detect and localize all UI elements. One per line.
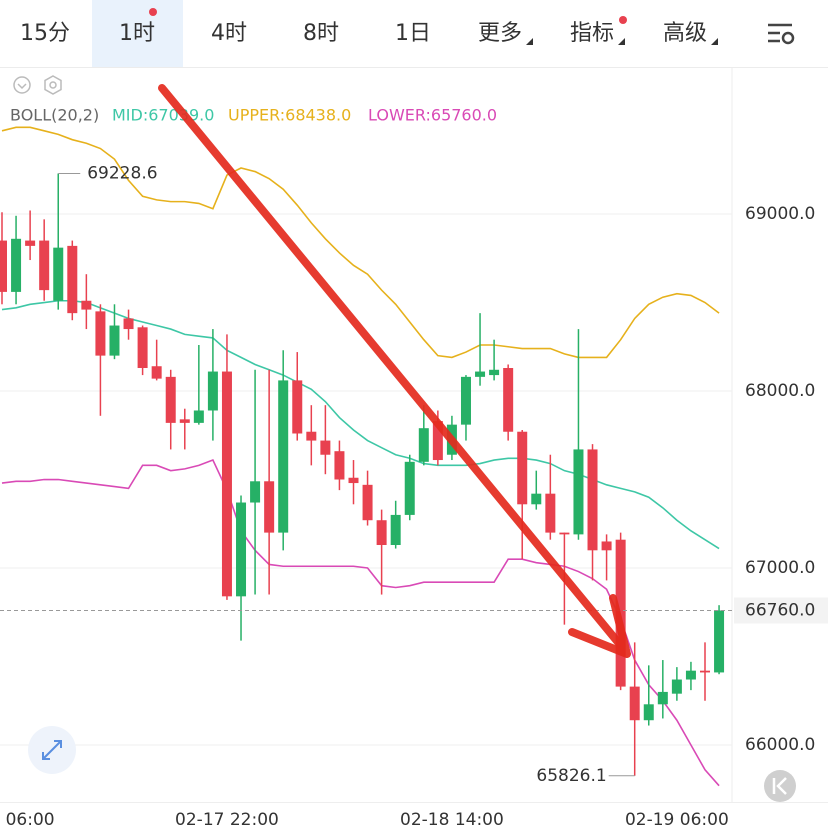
tab[interactable]: 高级: [663, 21, 707, 46]
candle-body: [573, 449, 584, 535]
candle-body: [123, 318, 134, 330]
tab-bar: 15分 1时 4时 8时 1日 更多 指标 高级: [0, 0, 828, 68]
candle-body: [11, 238, 22, 292]
expand-button[interactable]: [28, 726, 76, 774]
candle-body: [657, 691, 668, 705]
candle-body: [264, 481, 275, 533]
candle-body: [390, 514, 401, 546]
candle-body: [67, 245, 78, 314]
candle-body: [559, 532, 570, 535]
candle-body: [418, 428, 429, 462]
candle-body: [643, 704, 654, 721]
dropdown-mark: [711, 38, 718, 45]
candle-body: [320, 440, 331, 455]
candle-body: [165, 376, 176, 423]
tab[interactable]: 更多: [478, 21, 522, 46]
notice-dot: [149, 8, 157, 16]
tab[interactable]: 1日: [395, 21, 431, 46]
candle-body: [236, 502, 247, 597]
candle-body: [531, 493, 542, 505]
y-tick-label: 67000.0: [745, 558, 815, 578]
candle-body: [95, 311, 106, 356]
candle-body: [376, 520, 387, 546]
candle-body: [151, 366, 162, 379]
plot: 66000.0 67000.0 68000.0 69000.0 06:00 02-17 2…: [0, 106, 828, 830]
candle-body: [109, 325, 120, 356]
back-to-latest-button[interactable]: [764, 770, 796, 802]
band-line: [1, 126, 720, 359]
toolbar-icons[interactable]: [13, 75, 62, 95]
legend-entry: MID:67039.0: [112, 106, 214, 125]
candle-body: [334, 451, 345, 480]
last-price-label: 66760.0: [745, 600, 815, 620]
candle-body: [545, 493, 556, 533]
legend-entry: UPPER:68438.0: [228, 106, 351, 125]
candle-body: [137, 327, 148, 369]
candle-body: [503, 368, 514, 432]
tab[interactable]: 8时: [303, 21, 339, 46]
settings-icon[interactable]: [768, 23, 795, 45]
candle-body: [362, 484, 373, 521]
indicator-label: BOLL(20,2): [10, 106, 99, 125]
notice-dot: [619, 16, 627, 24]
candle-body: [292, 380, 303, 434]
candle-body: [671, 679, 682, 694]
candle-body: [432, 421, 443, 461]
last-price-box: [734, 597, 828, 624]
candle-body: [685, 670, 696, 680]
tab-selected-bg: [92, 0, 183, 67]
min-label: 65826.1: [536, 766, 606, 786]
band-line: [1, 459, 720, 787]
candle-body: [81, 300, 92, 310]
candle-body: [53, 247, 64, 301]
candle-body: [629, 686, 640, 721]
candle-body: [714, 610, 725, 673]
candle-body: [207, 371, 218, 411]
candle-body: [25, 240, 36, 246]
x-tick-label: 02-19 06:00: [625, 810, 729, 830]
x-tick-label: 06:00: [6, 810, 55, 830]
legend-entry: LOWER:65760.0: [368, 106, 497, 125]
candle-body: [193, 410, 204, 423]
y-tick-label: 68000.0: [745, 381, 815, 401]
candle-body: [306, 431, 317, 441]
dropdown-mark: [526, 38, 533, 45]
candle-body: [348, 477, 359, 484]
tab[interactable]: 4时: [211, 21, 247, 46]
band-line: [1, 299, 720, 550]
candle-body: [404, 461, 415, 515]
candle-body: [489, 369, 500, 376]
max-label: 69228.6: [87, 164, 157, 184]
x-tick-label: 02-18 14:00: [400, 810, 504, 830]
candle-body: [517, 431, 528, 505]
candle-body: [700, 670, 710, 673]
x-tick-label: 02-17 22:00: [175, 810, 279, 830]
y-tick-label: 66000.0: [745, 735, 815, 755]
candle-body: [601, 541, 612, 551]
y-tick-label: 69000.0: [745, 204, 815, 224]
candle-body: [587, 449, 598, 551]
candle-body: [250, 481, 261, 503]
tab[interactable]: 15分: [20, 21, 70, 46]
candle-body: [179, 419, 190, 423]
annotation-arrow: [158, 84, 631, 658]
candle-body: [0, 240, 7, 292]
candle-body: [460, 376, 471, 425]
candle-body: [475, 371, 486, 377]
tab[interactable]: 指标: [570, 21, 614, 46]
tab[interactable]: 1时: [119, 21, 155, 46]
dropdown-mark: [618, 38, 625, 45]
candle-body: [39, 240, 50, 291]
candle-body: [278, 380, 289, 533]
candle-body: [221, 371, 232, 597]
